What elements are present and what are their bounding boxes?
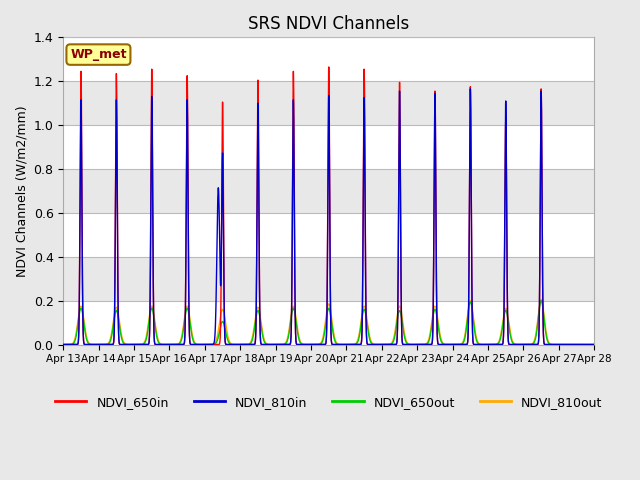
Bar xyxy=(63,125,595,169)
Title: SRS NDVI Channels: SRS NDVI Channels xyxy=(248,15,410,33)
Bar xyxy=(63,257,595,300)
Bar xyxy=(63,37,595,81)
Bar xyxy=(63,169,595,213)
Y-axis label: NDVI Channels (W/m2/mm): NDVI Channels (W/m2/mm) xyxy=(15,105,28,277)
Bar xyxy=(63,300,595,345)
Text: WP_met: WP_met xyxy=(70,48,127,61)
Bar xyxy=(63,213,595,257)
Legend: NDVI_650in, NDVI_810in, NDVI_650out, NDVI_810out: NDVI_650in, NDVI_810in, NDVI_650out, NDV… xyxy=(50,391,607,414)
Bar xyxy=(63,81,595,125)
